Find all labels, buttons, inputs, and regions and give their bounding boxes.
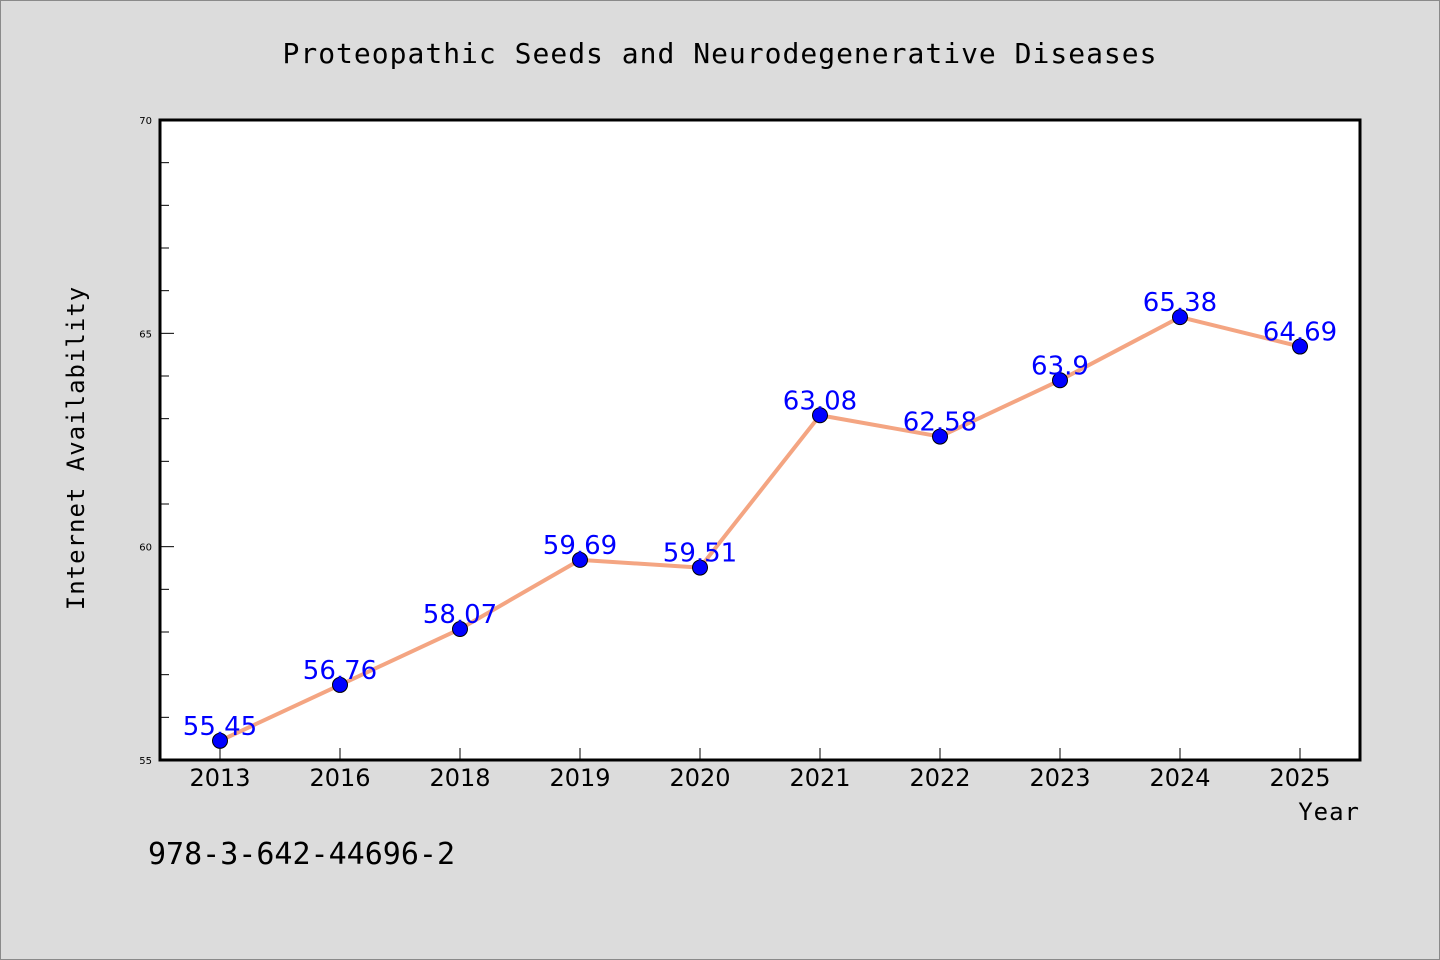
series-group <box>212 309 1308 749</box>
x-tick-label: 2022 <box>909 764 970 792</box>
x-tick-label: 2019 <box>549 764 610 792</box>
data-point <box>452 621 468 638</box>
plot-area <box>158 118 1362 762</box>
x-tick-label: 2025 <box>1269 764 1330 792</box>
data-point <box>932 428 948 445</box>
footer-code: 978-3-642-44696-2 <box>148 837 455 872</box>
data-label: 56.76 <box>303 656 377 686</box>
y-axis: 55 60 65 70 <box>139 116 174 767</box>
data-label: 63.08 <box>783 386 857 416</box>
data-labels-group: 55.45 56.76 58.07 59.69 59.51 63.08 62.58 63.9 6… <box>183 288 1337 742</box>
data-label: 63.9 <box>1031 351 1089 381</box>
x-axis-label: Year <box>1298 798 1360 826</box>
y-tick-label: 55 <box>139 756 152 767</box>
data-point <box>212 732 228 749</box>
x-tick-label: 2021 <box>789 764 850 792</box>
x-tick-label: 2016 <box>309 764 370 792</box>
data-point <box>1292 338 1308 355</box>
data-label: 65.38 <box>1143 288 1217 318</box>
data-label: 59.51 <box>663 539 737 569</box>
data-label: 59.69 <box>543 531 617 561</box>
data-label: 55.45 <box>183 712 257 742</box>
data-point <box>1172 309 1188 326</box>
x-tick-label: 2023 <box>1029 764 1090 792</box>
x-axis: 2013 2016 2018 2019 2020 2021 2022 2023 2024 2025 <box>189 748 1331 792</box>
data-point <box>332 676 348 693</box>
chart-title: Proteopathic Seeds and Neurodegenerative… <box>282 37 1157 70</box>
y-tick-label: 60 <box>139 543 152 554</box>
y-tick-label: 70 <box>139 116 152 127</box>
x-tick-label: 2020 <box>669 764 730 792</box>
data-label: 58.07 <box>423 600 497 630</box>
y-tick-label: 65 <box>139 329 152 340</box>
data-point <box>812 407 828 424</box>
data-point <box>692 559 708 576</box>
x-tick-label: 2013 <box>189 764 250 792</box>
y-axis-label: Internet Availability <box>62 286 90 610</box>
x-tick-label: 2018 <box>429 764 490 792</box>
data-label: 64.69 <box>1263 318 1337 348</box>
data-point <box>1052 372 1068 389</box>
series-line <box>218 315 1302 743</box>
x-tick-label: 2024 <box>1149 764 1210 792</box>
data-label: 62.58 <box>903 408 977 438</box>
data-point <box>572 551 588 568</box>
